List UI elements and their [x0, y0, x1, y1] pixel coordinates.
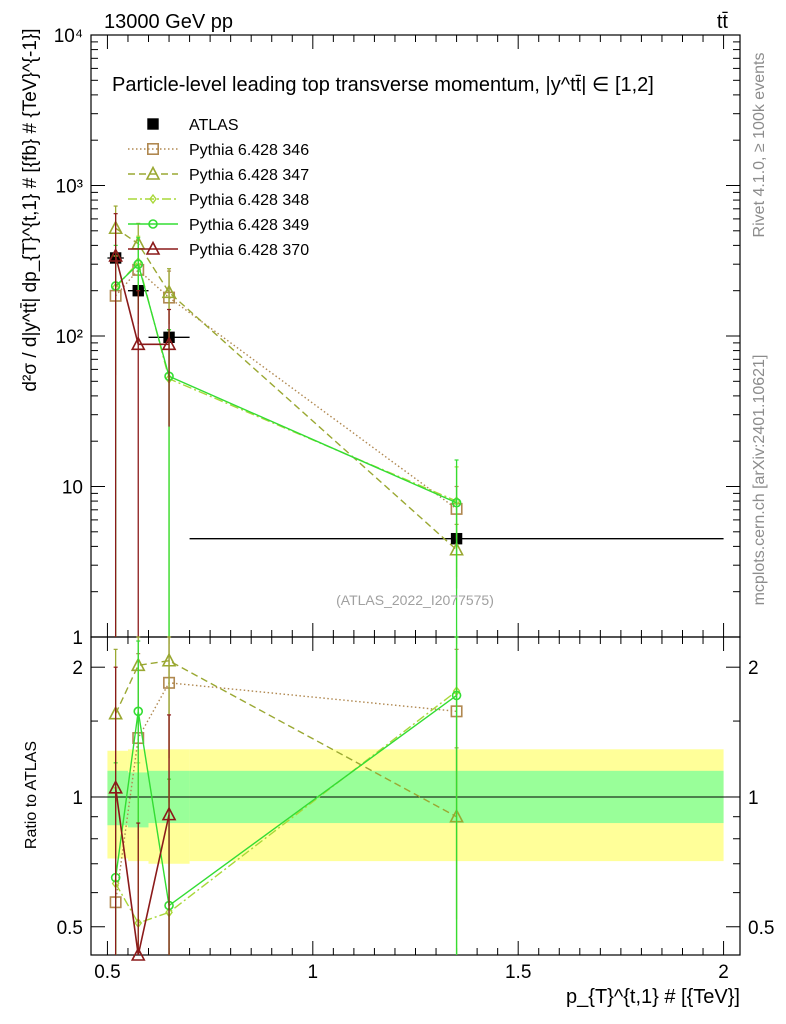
- analysis-id-label: (ATLAS_2022_I2077575): [336, 592, 494, 608]
- main-series-3: [111, 235, 461, 637]
- legend: ATLAS Pythia 6.428 346 Pythia 6.428 347 Pyt…: [128, 117, 309, 259]
- legend-marker-4: [148, 219, 158, 229]
- rivet-version-label: Rivet 4.1.0, ≥ 100k events: [751, 53, 768, 238]
- ratio-y-tick-label: 1: [72, 788, 83, 809]
- main-y-tick-label: 10²: [56, 327, 83, 348]
- axes-frames: 1 10 10² 10³ 10⁴ 0.5 0.5 1 1 2 2 0.5 1 1.5 2: [54, 26, 775, 983]
- legend-marker-0: [147, 118, 159, 130]
- x-tick-label: 0.5: [94, 962, 120, 983]
- header-left: 13000 GeV pp: [104, 11, 233, 33]
- main-y-tick-label: 10: [62, 478, 83, 499]
- ratio-y-tick-label-right: 2: [748, 658, 759, 679]
- ratio-marker-open-triangle-2: [161, 806, 177, 821]
- main-series-line: [114, 255, 170, 346]
- x-tick-label: 1.5: [505, 962, 531, 983]
- legend-label-4: Pythia 6.428 349: [189, 217, 309, 234]
- main-series-line: [115, 262, 457, 504]
- ratio-marker-open-circle-1: [133, 706, 144, 717]
- plot-title: Particle-level leading top transverse mo…: [112, 74, 654, 96]
- legend-marker-1: [147, 143, 160, 156]
- mcplots-credit-label: mcplots.cern.ch [arXiv:2401.10621]: [751, 355, 768, 606]
- ratio-y-tick-label: 0.5: [57, 918, 83, 939]
- main-series-2: [108, 205, 464, 589]
- x-axis-label: p_{T}^{t,1} # [{TeV}]: [566, 986, 740, 1008]
- ratio-series-line: [115, 660, 457, 818]
- main-y-tick-label: 10³: [56, 177, 83, 198]
- ratio-y-tick-label-right: 0.5: [748, 918, 774, 939]
- ratio-y-axis-label: Ratio to ATLAS: [23, 741, 40, 849]
- legend-label-2: Pythia 6.428 347: [189, 167, 309, 184]
- legend-label-3: Pythia 6.428 348: [189, 192, 309, 209]
- ratio-y-tick-label-right: 1: [748, 788, 759, 809]
- legend-marker-5: [145, 240, 161, 255]
- legend-label-0: ATLAS: [189, 117, 239, 134]
- ratio-marker-open-circle-3: [451, 690, 462, 701]
- ratio-y-tick-label: 2: [72, 658, 83, 679]
- main-series-0: [107, 252, 724, 545]
- x-tick-label: 2: [718, 962, 729, 983]
- ratio-series-line: [114, 682, 457, 903]
- main-y-tick-label: 1: [72, 628, 83, 649]
- main-series-5: [108, 213, 177, 637]
- header-right: tt̄: [717, 11, 729, 33]
- x-tick-label: 1: [308, 962, 319, 983]
- main-marker-open-triangle-2: [161, 336, 177, 351]
- main-marker-open-triangle-1: [130, 336, 146, 351]
- legend-label-5: Pythia 6.428 370: [189, 242, 309, 259]
- ratio-series-line: [115, 690, 458, 924]
- main-marker-open-circle-1: [133, 259, 144, 269]
- main-marker-open-triangle-2: [161, 284, 177, 299]
- ratio-series-4: [108, 666, 177, 961]
- legend-marker-3: [149, 193, 157, 205]
- main-marker-open-triangle-0: [108, 247, 123, 262]
- ratio-marker-open-triangle-0: [108, 779, 123, 794]
- main-y-tick-label: 10⁴: [54, 26, 83, 47]
- main-series-1: [109, 240, 463, 539]
- main-series-line: [115, 268, 457, 510]
- legend-label-1: Pythia 6.428 346: [189, 142, 309, 159]
- main-marker-open-circle-3: [451, 497, 462, 508]
- ratio-marker-open-triangle-1: [130, 946, 146, 961]
- main-y-axis-label: d²σ / d|y^tt̄| dp_{T}^{t,1} # [{fb} # {T…: [20, 28, 41, 391]
- ratio-uncertainty-bands: [107, 749, 724, 864]
- main-series-line: [115, 227, 458, 551]
- series-layer: [107, 205, 724, 961]
- ratio-series-line: [114, 694, 457, 907]
- ratio-marker-open-triangle-2: [161, 652, 177, 667]
- legend-marker-2: [145, 165, 161, 180]
